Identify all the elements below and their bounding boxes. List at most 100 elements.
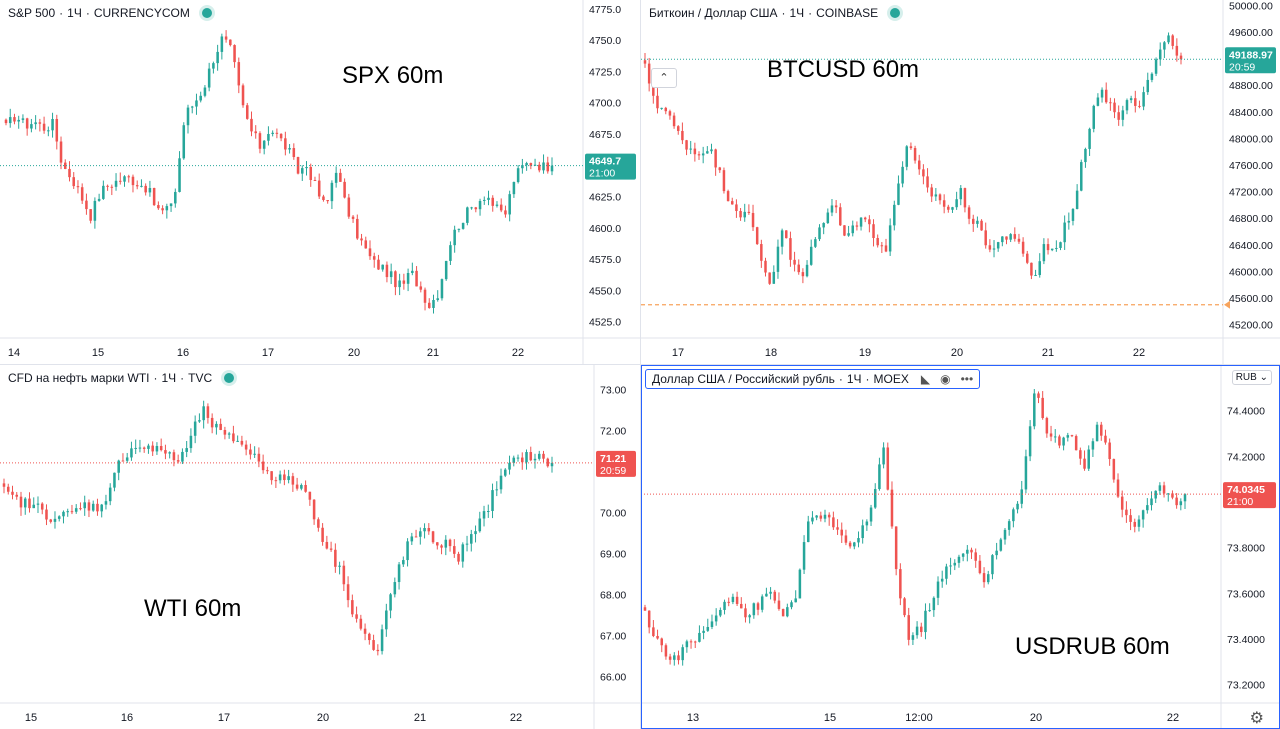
candle	[731, 593, 735, 605]
candle	[915, 621, 919, 639]
candle	[689, 639, 693, 649]
x-tick-label: 17	[218, 712, 230, 724]
candle	[1034, 269, 1037, 277]
candle	[980, 219, 983, 231]
y-tick-label: 4575.0	[589, 254, 621, 266]
candle	[1108, 438, 1111, 466]
candle	[45, 504, 48, 526]
x-tick-label: 20	[348, 347, 360, 359]
candle	[1129, 95, 1133, 104]
chart-panel-wti[interactable]: 73.0072.0071.0070.0069.0068.0067.0066.00…	[0, 365, 640, 729]
candle	[755, 226, 759, 245]
candle	[739, 208, 742, 221]
currency-selector[interactable]: RUB ⌄	[1231, 370, 1272, 385]
y-tick-label: 4725.0	[589, 66, 621, 78]
y-tick-label: 50000.00	[1229, 0, 1273, 12]
candle	[1179, 498, 1183, 511]
candle	[731, 197, 734, 205]
y-tick-label: 45200.00	[1229, 320, 1273, 332]
eye-icon[interactable]: ◉	[940, 372, 951, 386]
candle	[123, 175, 126, 187]
candle	[110, 184, 114, 196]
candle	[368, 240, 372, 260]
candle	[470, 206, 473, 210]
candle	[53, 511, 57, 529]
candle	[397, 561, 401, 590]
candle	[1167, 493, 1170, 502]
candle	[199, 91, 202, 103]
last-price-tag: 4649.721:00	[585, 153, 636, 180]
candle	[1021, 237, 1025, 257]
market-status-icon	[224, 373, 235, 383]
candle	[1026, 250, 1029, 265]
candle	[760, 594, 764, 613]
chart-svg-btcusd[interactable]: 50000.0049600.0049200.0048800.0048400.00…	[641, 0, 1280, 364]
legend-wti[interactable]: CFD на нефть марки WTI · 1Ч · TVC	[8, 371, 235, 385]
candle	[38, 118, 42, 132]
chart-svg-wti[interactable]: 73.0072.0071.0070.0069.0068.0067.0066.00…	[0, 365, 640, 729]
candle	[1046, 238, 1050, 255]
candle	[1063, 215, 1066, 250]
candle	[343, 178, 346, 199]
candle	[794, 590, 797, 603]
candle	[714, 608, 718, 626]
settings-gear-icon[interactable]: ⚙	[1249, 710, 1264, 727]
candle	[176, 454, 180, 464]
last-price-time: 21:00	[1227, 496, 1253, 508]
chart-panel-spx[interactable]: 4775.04750.04725.04700.04675.04650.04625…	[0, 0, 640, 364]
y-tick-label: 69.00	[600, 548, 626, 560]
candle	[643, 53, 647, 68]
legend-spx[interactable]: S&P 500 · 1Ч · CURRENCYCOM	[8, 6, 212, 20]
candle	[911, 632, 915, 646]
y-tick-label: 4750.0	[589, 35, 621, 47]
chart-svg-usdrub[interactable]: 74.400074.200074.000073.800073.600073.40…	[641, 365, 1280, 729]
x-tick-label: 20	[317, 712, 329, 724]
candle	[165, 203, 169, 219]
candle	[992, 240, 996, 258]
candle	[151, 441, 154, 456]
candle	[926, 168, 929, 193]
candle	[740, 597, 743, 609]
candle	[100, 503, 103, 518]
candle	[1074, 434, 1078, 451]
candle	[295, 477, 299, 491]
flag-icon[interactable]: ◣	[920, 372, 931, 386]
candle	[178, 151, 181, 193]
candle	[117, 459, 120, 481]
chart-panel-usdrub[interactable]: 74.400074.200074.000073.800073.600073.40…	[641, 365, 1280, 729]
candle	[893, 200, 896, 231]
legend-btcusd[interactable]: Биткоин / Доллар США · 1Ч · COINBASE	[649, 6, 901, 20]
candle	[776, 239, 780, 279]
candle	[93, 197, 97, 229]
candle	[735, 199, 738, 218]
last-price-value: 71.21	[600, 453, 626, 465]
candle	[839, 203, 842, 226]
candle	[470, 529, 473, 552]
candle	[888, 218, 892, 256]
candle	[440, 544, 443, 555]
chart-panel-btcusd[interactable]: 50000.0049600.0049200.0048800.0048400.00…	[641, 0, 1280, 364]
legend-usdrub[interactable]: Доллар США / Российский рубль · 1Ч · MOE…	[645, 369, 981, 389]
candle	[503, 468, 507, 478]
candle	[876, 234, 879, 248]
candle	[822, 222, 825, 235]
candle	[1038, 253, 1041, 278]
y-tick-label: 4675.0	[589, 129, 621, 141]
candle	[1141, 509, 1145, 528]
collapse-legend-button[interactable]: ⌃	[651, 68, 677, 88]
candle	[134, 439, 137, 455]
candle	[355, 606, 358, 623]
candle	[62, 510, 65, 524]
candle	[478, 511, 482, 533]
more-icon[interactable]: •••	[960, 372, 974, 386]
y-tick-label: 73.4000	[1227, 634, 1265, 646]
candle	[516, 454, 520, 462]
candle	[147, 443, 150, 454]
candle	[1055, 240, 1058, 252]
candle	[1067, 212, 1071, 230]
candle	[1175, 492, 1178, 509]
candle	[368, 632, 371, 645]
candle	[890, 481, 894, 529]
chart-svg-spx[interactable]: 4775.04750.04725.04700.04675.04650.04625…	[0, 0, 640, 364]
candle	[1075, 184, 1079, 210]
